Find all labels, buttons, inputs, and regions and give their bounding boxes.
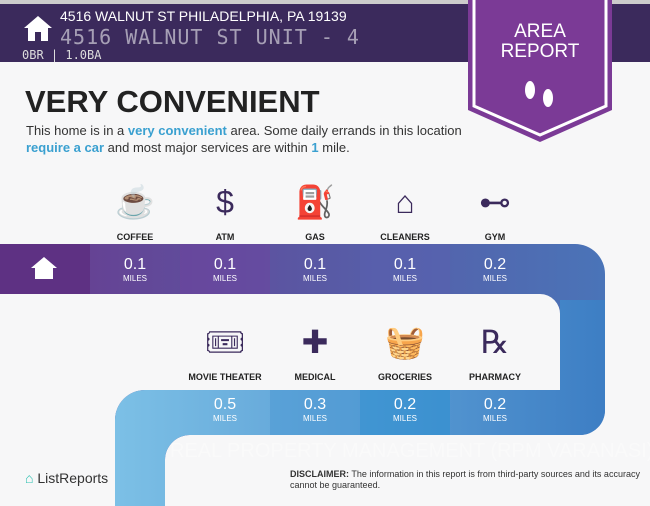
distance-value: 0.2 [393,396,417,413]
distance-unit: MILES [212,274,237,283]
distance-cell: 0.1 MILES [180,256,270,283]
distance-value: 0.1 [393,256,417,273]
distance-value: 0.2 [483,256,507,273]
hanger-icon: ⌂ [395,184,415,220]
amenity-coffee: ☕ COFFEE [90,180,180,242]
distance-value: 0.2 [483,396,507,413]
distance-cell: 0.1 MILES [270,256,360,283]
distance-cell: 0.2 MILES [450,396,540,423]
amenity-label: MEDICAL [294,372,336,382]
top-border [0,0,650,4]
distance-cell: 0.2 MILES [450,256,540,283]
amenity-label: GAS [305,232,325,242]
amenity-label: GROCERIES [377,372,432,382]
badge-text: AREA REPORT [500,21,580,62]
listreports-logo[interactable]: ⌂ ListReports [25,470,109,486]
amenity-label: CLEANERS [380,232,430,242]
distance-unit: MILES [122,274,147,283]
distance-unit: MILES [482,274,507,283]
distance-unit: MILES [302,414,327,423]
distance-cell: 0.5 MILES [180,396,270,423]
basket-icon: 🧺 [385,324,425,360]
address: 4516 WALNUT ST PHILADELPHIA, PA 19139 [60,8,347,24]
amenity-gas: ⛽ GAS [270,180,360,242]
area-report-badge [468,0,612,142]
amenity-movie-theater: 🎟 MOVIE THEATER [180,320,270,382]
amenity-groceries: 🧺 GROCERIES [360,320,450,382]
amenity-gym: ⊷ GYM [450,180,540,242]
distance-unit: MILES [212,414,237,423]
amenity-label: ATM [215,232,235,242]
amenity-label: COFFEE [116,232,154,242]
dumbbell-icon: ⊷ [479,184,511,220]
distance-value: 0.1 [303,256,327,273]
distance-unit: MILES [482,414,507,423]
beds-baths: 0BR | 1.0BA [22,48,102,62]
distance-value: 0.3 [303,396,327,413]
description: This home is in a very convenient area. … [26,123,462,155]
amenity-pharmacy: ℞ PHARMACY [450,320,540,382]
home-icon [24,16,52,41]
ticket-icon: 🎟 [204,324,246,360]
gas-pump-icon: ⛽ [295,184,335,220]
distance-unit: MILES [392,274,417,283]
distance-unit: MILES [302,274,327,283]
distance-cell: 0.3 MILES [270,396,360,423]
amenity-label: GYM [484,232,506,242]
distance-cell: 0.2 MILES [360,396,450,423]
distance-value: 0.5 [213,396,237,413]
unit-overlay: 4516 WALNUT ST UNIT - 4 [60,25,360,49]
watermark: REAL PROPERTY MANAGEMENT (RPM VARANASI) [170,440,650,462]
coffee-icon: ☕ [115,184,155,220]
amenity-cleaners: ⌂ CLEANERS [360,180,450,242]
footprints-icon [525,81,553,107]
distance-value: 0.1 [123,256,147,273]
page-title: VERY CONVENIENT [25,84,320,119]
distance-unit: MILES [392,414,417,423]
amenity-label: MOVIE THEATER [188,372,262,382]
amenity-medical: ✚ MEDICAL [270,320,360,382]
rx-icon: ℞ [480,324,510,360]
distance-value: 0.1 [213,256,237,273]
distance-cell: 0.1 MILES [360,256,450,283]
cross-icon: ✚ [301,324,329,360]
amenity-label: PHARMACY [468,372,521,382]
disclaimer: DISCLAIMER: The information in this repo… [290,469,640,490]
dollar-icon: $ [216,184,234,220]
amenity-atm: $ ATM [180,180,270,242]
distance-cell: 0.1 MILES [90,256,180,283]
home-marker-icon [31,257,57,279]
listreports-icon: ⌂ [25,470,34,486]
